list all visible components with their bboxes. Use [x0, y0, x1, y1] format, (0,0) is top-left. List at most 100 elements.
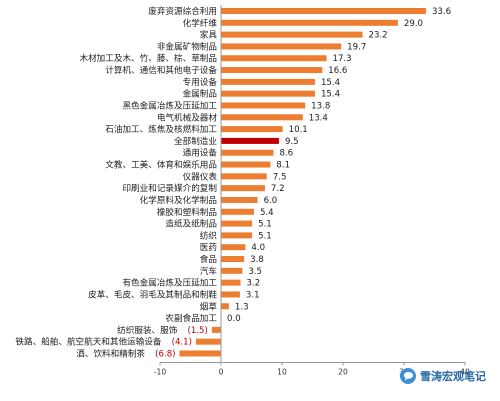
value-label: 15.4 — [321, 90, 340, 100]
value-label: 3.5 — [248, 267, 262, 277]
value-label: 29.0 — [404, 19, 423, 29]
value-label: (4.1) — [172, 338, 192, 348]
category-label: 通用设备 — [183, 147, 218, 159]
value-label: 19.7 — [347, 42, 366, 52]
category-label: 汽车 — [200, 265, 218, 277]
category-label: 纺织服装、服饰 — [117, 324, 178, 336]
bar — [221, 126, 283, 133]
value-label: (1.5) — [187, 326, 207, 336]
category-label: 金属制品 — [183, 88, 217, 100]
category-label: 农副食品加工 — [165, 312, 217, 324]
bar — [221, 90, 315, 97]
bar — [221, 196, 258, 203]
value-label: (6.8) — [155, 349, 175, 359]
category-label: 皮革、毛皮、羽毛及其制品和制鞋 — [88, 288, 217, 300]
bar — [195, 338, 221, 345]
bar — [221, 78, 315, 85]
x-tick-label: 40 — [460, 367, 470, 376]
category-label: 印刷业和记录媒介的复制 — [122, 182, 217, 194]
category-label: 酒、饮料和精制茶 — [76, 347, 145, 359]
bar — [221, 114, 303, 121]
value-label: 5.4 — [260, 208, 274, 218]
category-label: 石油加工、炼焦及核燃料加工 — [105, 123, 217, 135]
value-label: 5.1 — [258, 231, 272, 241]
bar — [179, 350, 221, 357]
value-label: 7.2 — [271, 184, 285, 194]
watermark-text: 雪涛宏观笔记 — [420, 370, 486, 383]
bar — [221, 267, 243, 274]
value-label: 23.2 — [369, 31, 388, 41]
value-label: 3.2 — [247, 279, 261, 289]
value-label: 15.4 — [321, 78, 340, 88]
bar — [221, 43, 342, 50]
category-label: 铁路、船舶、航空航天和其他运输设备 — [15, 336, 162, 348]
category-label: 家具 — [200, 29, 218, 41]
category-label: 计算机、通信和其他电子设备 — [105, 64, 217, 76]
value-labels: 33.629.023.219.717.316.615.415.413.813.4… — [155, 7, 451, 359]
category-label: 橡胶和塑料制品 — [157, 206, 217, 218]
value-label: 5.1 — [258, 220, 272, 230]
category-label: 造纸及纸制品 — [165, 218, 217, 230]
category-label: 化学纤维 — [183, 17, 218, 29]
value-label: 16.6 — [328, 66, 347, 76]
value-label: 9.5 — [285, 137, 299, 147]
x-tick-label: 20 — [338, 367, 348, 376]
bar — [221, 55, 327, 62]
category-label: 全部制造业 — [174, 135, 217, 147]
bar — [221, 244, 246, 251]
category-label: 非金属矿物制品 — [157, 40, 217, 52]
value-label: 3.1 — [246, 290, 260, 300]
bars-group — [179, 8, 426, 357]
category-label: 黑色金属冶炼及压延加工 — [122, 99, 217, 111]
category-label: 纺织 — [200, 229, 218, 241]
bar — [221, 279, 241, 286]
bar — [221, 173, 267, 180]
category-label: 文教、工美、体育和娱乐用品 — [105, 159, 217, 171]
bar — [221, 8, 426, 14]
bar — [221, 185, 265, 192]
chat-bubble-icon — [400, 368, 416, 384]
value-label: 6.0 — [264, 196, 278, 206]
value-label: 33.6 — [432, 7, 451, 17]
value-label: 7.5 — [273, 172, 287, 182]
value-label: 10.1 — [289, 125, 308, 135]
value-label: 4.0 — [251, 243, 265, 253]
x-tick-label: 10 — [277, 367, 287, 376]
value-label: 13.4 — [309, 113, 328, 123]
category-label: 食品 — [200, 253, 217, 265]
bar — [221, 208, 254, 215]
bar — [221, 220, 253, 227]
value-label: 13.8 — [311, 101, 330, 111]
bar — [221, 291, 240, 298]
category-label: 废弃资源综合利用 — [148, 5, 217, 17]
value-label: 3.8 — [250, 255, 264, 265]
value-label: 17.3 — [333, 54, 352, 64]
value-label: 8.1 — [276, 161, 290, 171]
value-label: 8.6 — [279, 149, 293, 159]
value-label: 0.0 — [227, 314, 241, 324]
category-label: 电气机械及器材 — [157, 111, 218, 123]
category-label: 仪器仪表 — [183, 170, 218, 182]
category-label: 专用设备 — [183, 76, 218, 88]
bar — [221, 67, 323, 74]
category-label: 医药 — [200, 242, 218, 253]
category-label: 烟草 — [200, 300, 218, 312]
x-tick-label: 0 — [219, 367, 224, 376]
bar — [221, 31, 363, 38]
bar — [211, 326, 221, 333]
bar — [221, 102, 306, 109]
bar — [221, 19, 398, 26]
category-label: 木材加工及木、竹、藤、棕、草制品 — [79, 52, 217, 64]
bar — [221, 149, 274, 156]
bar — [221, 303, 229, 310]
x-tick-label: -10 — [154, 367, 167, 376]
bar — [221, 137, 279, 144]
category-label: 有色金属冶炼及压延加工 — [122, 277, 217, 289]
watermark: 雪涛宏观笔记 — [400, 368, 486, 384]
bar — [221, 161, 271, 168]
bar — [221, 256, 245, 263]
category-label: 化学原料及化学制品 — [140, 194, 217, 206]
bar — [221, 232, 253, 239]
category-labels: 废弃资源综合利用化学纤维家具非金属矿物制品木材加工及木、竹、藤、棕、草制品计算机… — [15, 5, 217, 359]
